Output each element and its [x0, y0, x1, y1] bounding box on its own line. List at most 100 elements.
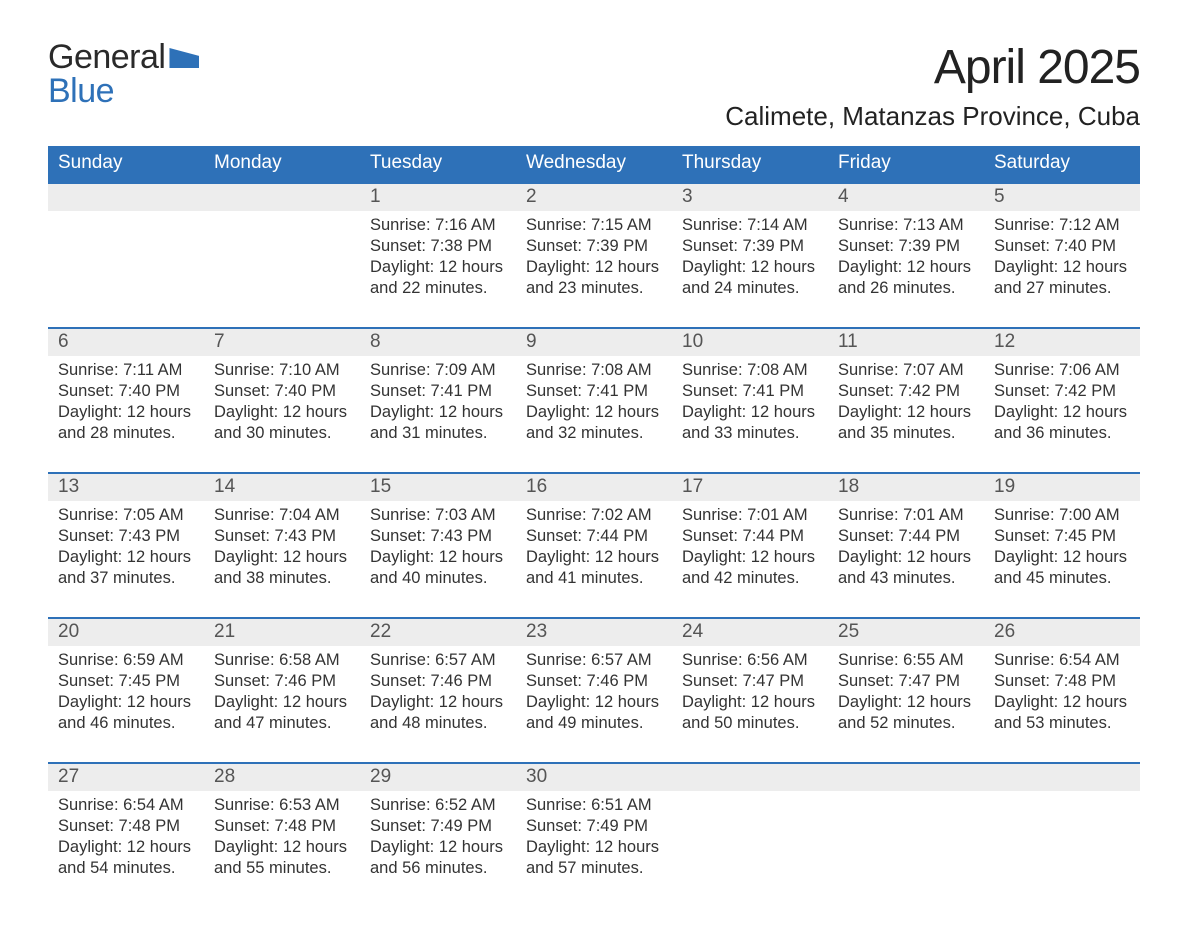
day-cell: Sunrise: 7:10 AMSunset: 7:40 PMDaylight:…	[204, 356, 360, 454]
weeks-container: 12345 Sunrise: 7:16 AMSunset: 7:38 PM Dayl…	[48, 182, 1140, 889]
sunrise-text: Sunrise: 7:04 AM	[214, 505, 350, 526]
day-cell: Sunrise: 7:02 AMSunset: 7:44 PMDaylight:…	[516, 501, 672, 599]
sunrise-text: Sunrise: 6:51 AM	[526, 795, 662, 816]
sunrise-text: Sunrise: 7:01 AM	[838, 505, 974, 526]
weekday-header-cell: Sunday	[48, 146, 204, 182]
daylight-text: Daylight: 12 hours and 37 minutes.	[58, 547, 194, 589]
day-number: 25	[828, 619, 984, 646]
sunrise-text: Sunrise: 6:56 AM	[682, 650, 818, 671]
daylight-text: Daylight: 12 hours and 40 minutes.	[370, 547, 506, 589]
day-cell: Sunrise: 6:57 AMSunset: 7:46 PMDaylight:…	[360, 646, 516, 744]
day-cell	[828, 791, 984, 889]
daylight-text: Daylight: 12 hours and 46 minutes.	[58, 692, 194, 734]
week-row: 12345 Sunrise: 7:16 AMSunset: 7:38 PM Dayl…	[48, 182, 1140, 309]
sunset-text: Sunset: 7:43 PM	[58, 526, 194, 547]
day-number: 6	[48, 329, 204, 356]
sunset-text: Sunset: 7:44 PM	[682, 526, 818, 547]
day-number: 13	[48, 474, 204, 501]
daylight-text: Daylight: 12 hours and 35 minutes.	[838, 402, 974, 444]
day-number: 21	[204, 619, 360, 646]
daylight-text: Daylight: 12 hours and 30 minutes.	[214, 402, 350, 444]
day-number: 1	[360, 184, 516, 211]
sunrise-text: Sunrise: 6:54 AM	[58, 795, 194, 816]
sunrise-text: Sunrise: 7:07 AM	[838, 360, 974, 381]
sunset-text: Sunset: 7:38 PM	[370, 236, 506, 257]
daylight-text: Daylight: 12 hours and 31 minutes.	[370, 402, 506, 444]
sunrise-text: Sunrise: 7:06 AM	[994, 360, 1130, 381]
sunrise-text: Sunrise: 6:59 AM	[58, 650, 194, 671]
week-row: 20212223242526Sunrise: 6:59 AMSunset: 7:…	[48, 617, 1140, 744]
day-number: 11	[828, 329, 984, 356]
sunset-text: Sunset: 7:39 PM	[838, 236, 974, 257]
sunrise-text: Sunrise: 7:16 AM	[370, 215, 506, 236]
sunset-text: Sunset: 7:46 PM	[370, 671, 506, 692]
sunset-text: Sunset: 7:43 PM	[214, 526, 350, 547]
day-body-band: Sunrise: 7:11 AMSunset: 7:40 PMDaylight:…	[48, 356, 1140, 454]
sunset-text: Sunset: 7:39 PM	[682, 236, 818, 257]
day-cell: Sunrise: 7:07 AMSunset: 7:42 PMDaylight:…	[828, 356, 984, 454]
day-cell: Sunrise: 7:04 AMSunset: 7:43 PMDaylight:…	[204, 501, 360, 599]
month-title: April 2025	[725, 40, 1140, 95]
day-number: 29	[360, 764, 516, 791]
day-number: 2	[516, 184, 672, 211]
sunset-text: Sunset: 7:44 PM	[838, 526, 974, 547]
calendar: SundayMondayTuesdayWednesdayThursdayFrid…	[48, 146, 1140, 889]
weekday-header-cell: Monday	[204, 146, 360, 182]
day-number: 19	[984, 474, 1140, 501]
sunrise-text: Sunrise: 7:13 AM	[838, 215, 974, 236]
day-cell: Sunrise: 7:08 AMSunset: 7:41 PMDaylight:…	[516, 356, 672, 454]
daylight-text: Daylight: 12 hours and 54 minutes.	[58, 837, 194, 879]
day-body-band: Sunrise: 7:05 AMSunset: 7:43 PMDaylight:…	[48, 501, 1140, 599]
daylight-text: Daylight: 12 hours and 26 minutes.	[838, 257, 974, 299]
day-number: 16	[516, 474, 672, 501]
daylight-text: Daylight: 12 hours and 24 minutes.	[682, 257, 818, 299]
sunset-text: Sunset: 7:42 PM	[994, 381, 1130, 402]
day-number	[204, 184, 360, 211]
sunset-text: Sunset: 7:48 PM	[994, 671, 1130, 692]
daylight-text: Daylight: 12 hours and 56 minutes.	[370, 837, 506, 879]
daylight-text: Daylight: 12 hours and 57 minutes.	[526, 837, 662, 879]
day-number: 23	[516, 619, 672, 646]
sunrise-text: Sunrise: 6:57 AM	[370, 650, 506, 671]
day-cell: Sunrise: 7:05 AMSunset: 7:43 PMDaylight:…	[48, 501, 204, 599]
day-number: 5	[984, 184, 1140, 211]
day-number: 10	[672, 329, 828, 356]
day-cell: Sunrise: 7:00 AMSunset: 7:45 PMDaylight:…	[984, 501, 1140, 599]
week-row: 13141516171819Sunrise: 7:05 AMSunset: 7:…	[48, 472, 1140, 599]
day-number	[984, 764, 1140, 791]
sunset-text: Sunset: 7:49 PM	[526, 816, 662, 837]
day-number-band: 27282930	[48, 764, 1140, 791]
day-cell: Sunrise: 6:54 AMSunset: 7:48 PMDaylight:…	[984, 646, 1140, 744]
daylight-text: Daylight: 12 hours and 41 minutes.	[526, 547, 662, 589]
sunset-text: Sunset: 7:48 PM	[58, 816, 194, 837]
day-number: 7	[204, 329, 360, 356]
page-header: General Blue April 2025 Calimete, Matanz…	[48, 40, 1140, 132]
weekday-header-cell: Wednesday	[516, 146, 672, 182]
day-number: 22	[360, 619, 516, 646]
day-cell: Sunrise: 6:56 AMSunset: 7:47 PMDaylight:…	[672, 646, 828, 744]
sunset-text: Sunset: 7:47 PM	[838, 671, 974, 692]
daylight-text: Daylight: 12 hours and 55 minutes.	[214, 837, 350, 879]
sunrise-text: Sunrise: 7:10 AM	[214, 360, 350, 381]
day-cell: Sunrise: 6:52 AMSunset: 7:49 PMDaylight:…	[360, 791, 516, 889]
sunrise-text: Sunrise: 7:12 AM	[994, 215, 1130, 236]
day-number: 20	[48, 619, 204, 646]
day-number: 15	[360, 474, 516, 501]
day-cell	[204, 211, 360, 309]
daylight-text: Daylight: 12 hours and 47 minutes.	[214, 692, 350, 734]
day-number: 3	[672, 184, 828, 211]
sunset-text: Sunset: 7:44 PM	[526, 526, 662, 547]
sunrise-text: Sunrise: 7:09 AM	[370, 360, 506, 381]
sunset-text: Sunset: 7:42 PM	[838, 381, 974, 402]
day-cell: Sunrise: 7:11 AMSunset: 7:40 PMDaylight:…	[48, 356, 204, 454]
day-cell: Sunrise: 6:55 AMSunset: 7:47 PMDaylight:…	[828, 646, 984, 744]
sunrise-text: Sunrise: 6:58 AM	[214, 650, 350, 671]
day-number: 14	[204, 474, 360, 501]
day-number: 12	[984, 329, 1140, 356]
day-cell: Sunrise: 6:53 AMSunset: 7:48 PMDaylight:…	[204, 791, 360, 889]
day-cell: Sunrise: 7:06 AMSunset: 7:42 PMDaylight:…	[984, 356, 1140, 454]
day-cell: Sunrise: 6:57 AMSunset: 7:46 PMDaylight:…	[516, 646, 672, 744]
day-cell: Sunrise: 6:51 AMSunset: 7:49 PMDaylight:…	[516, 791, 672, 889]
day-number-band: 12345	[48, 184, 1140, 211]
day-number	[48, 184, 204, 211]
